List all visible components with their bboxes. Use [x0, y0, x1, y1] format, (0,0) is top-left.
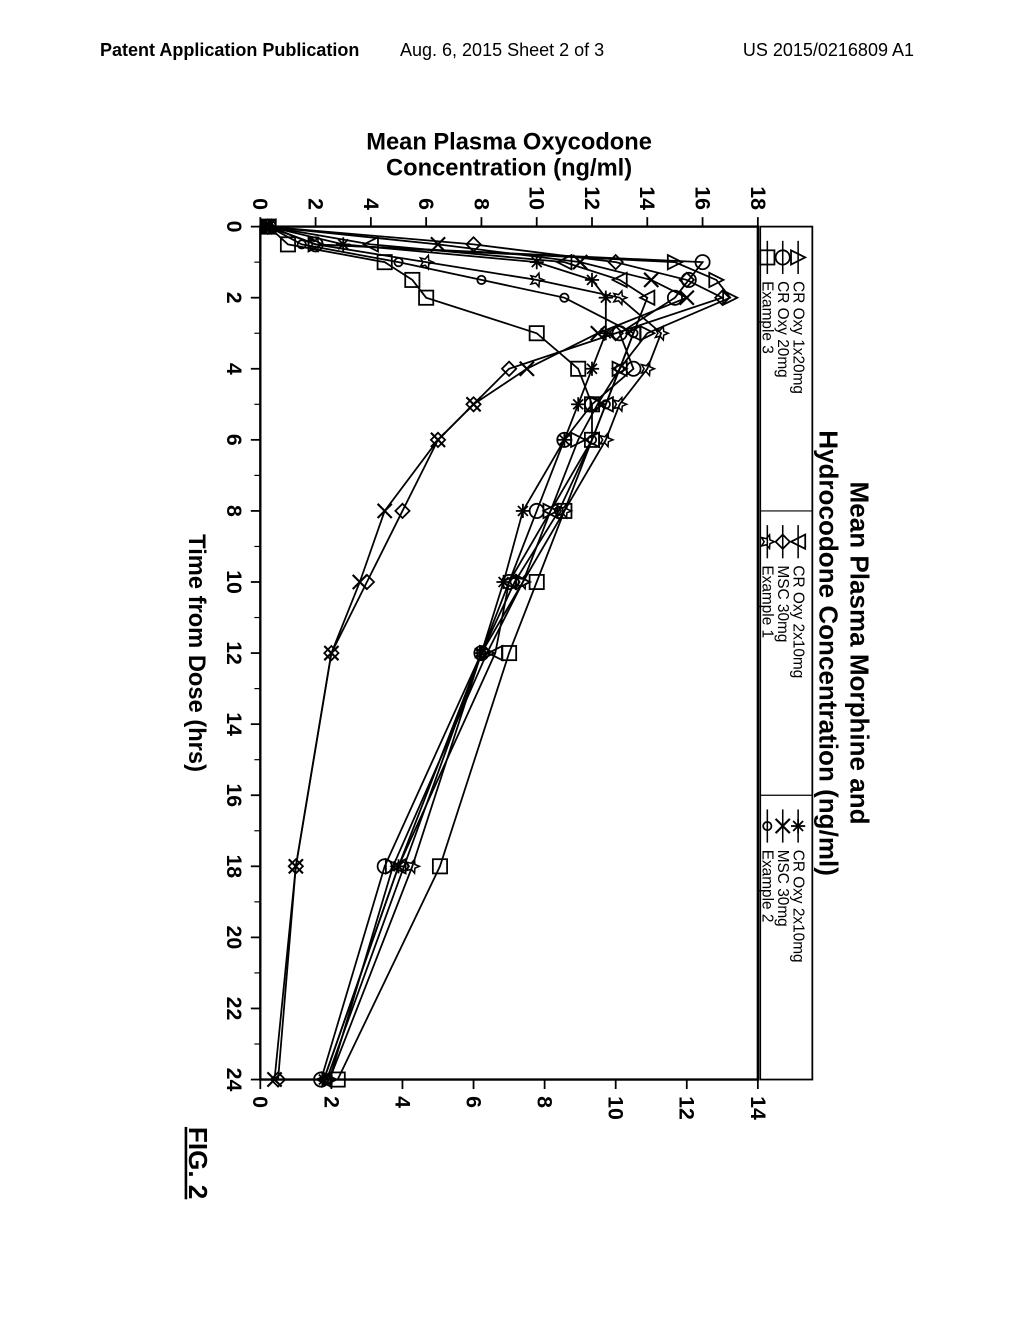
svg-text:Example 3: Example 3	[759, 281, 776, 354]
svg-text:10: 10	[604, 1096, 628, 1120]
header-publication: Patent Application Publication	[100, 40, 359, 61]
scientific-chart: 0246810121416182022240246810121416180246…	[130, 120, 900, 1200]
svg-text:CR Oxy 2x10mg: CR Oxy 2x10mg	[789, 850, 806, 963]
svg-text:2: 2	[319, 1096, 343, 1108]
svg-text:22: 22	[222, 997, 246, 1021]
svg-text:16: 16	[690, 186, 714, 210]
page: Patent Application Publication Aug. 6, 2…	[0, 0, 1024, 1320]
svg-text:4: 4	[359, 198, 383, 210]
svg-text:Time from Dose (hrs): Time from Dose (hrs)	[183, 534, 209, 772]
svg-text:8: 8	[533, 1096, 557, 1108]
svg-text:14: 14	[746, 1096, 770, 1120]
svg-text:0: 0	[248, 198, 272, 210]
header-date-sheet: Aug. 6, 2015 Sheet 2 of 3	[400, 40, 604, 61]
svg-text:14: 14	[635, 186, 659, 210]
svg-text:12: 12	[580, 186, 604, 210]
svg-text:14: 14	[222, 712, 246, 736]
svg-text:8: 8	[469, 198, 493, 210]
svg-text:Mean Plasma OxycodoneConcentra: Mean Plasma OxycodoneConcentration (ng/m…	[366, 130, 652, 182]
svg-text:MSC 30mg: MSC 30mg	[774, 850, 791, 927]
svg-text:4: 4	[390, 1096, 414, 1108]
svg-text:16: 16	[222, 783, 246, 807]
svg-text:12: 12	[222, 641, 246, 665]
svg-text:18: 18	[746, 186, 770, 210]
svg-text:24: 24	[222, 1068, 246, 1092]
svg-text:2: 2	[303, 198, 327, 210]
header-publication-number: US 2015/0216809 A1	[743, 40, 914, 61]
svg-text:10: 10	[222, 570, 246, 594]
chart-container: 0246810121416182022240246810121416180246…	[130, 120, 900, 1200]
svg-text:CR Oxy 2x10mg: CR Oxy 2x10mg	[789, 565, 806, 678]
svg-text:Example 1: Example 1	[759, 565, 776, 638]
svg-text:20: 20	[222, 926, 246, 950]
svg-text:Hydrocodone Concentration (ng/: Hydrocodone Concentration (ng/ml)	[813, 430, 843, 876]
svg-text:0: 0	[248, 1096, 272, 1108]
svg-text:CR Oxy 20mg: CR Oxy 20mg	[774, 281, 791, 378]
svg-text:6: 6	[461, 1096, 485, 1108]
svg-text:6: 6	[222, 434, 246, 446]
svg-text:8: 8	[222, 505, 246, 517]
svg-text:CR Oxy 1x20mg: CR Oxy 1x20mg	[789, 281, 806, 394]
svg-text:MSC 30mg: MSC 30mg	[774, 565, 791, 642]
svg-text:18: 18	[222, 854, 246, 878]
svg-text:Example 2: Example 2	[759, 850, 776, 923]
svg-text:12: 12	[675, 1096, 699, 1120]
svg-text:10: 10	[525, 186, 549, 210]
svg-text:FIG. 2: FIG. 2	[183, 1127, 213, 1199]
svg-text:Mean Plasma Morphine and: Mean Plasma Morphine and	[844, 482, 874, 825]
svg-text:6: 6	[414, 198, 438, 210]
svg-text:4: 4	[222, 363, 246, 375]
svg-text:2: 2	[222, 292, 246, 304]
svg-text:0: 0	[222, 221, 246, 233]
